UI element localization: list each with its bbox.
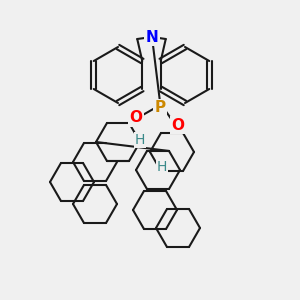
Text: P: P — [154, 100, 166, 116]
Text: N: N — [146, 29, 158, 44]
Text: H: H — [157, 160, 167, 174]
Text: O: O — [130, 110, 142, 125]
Text: H: H — [135, 133, 145, 147]
Text: O: O — [172, 118, 184, 133]
